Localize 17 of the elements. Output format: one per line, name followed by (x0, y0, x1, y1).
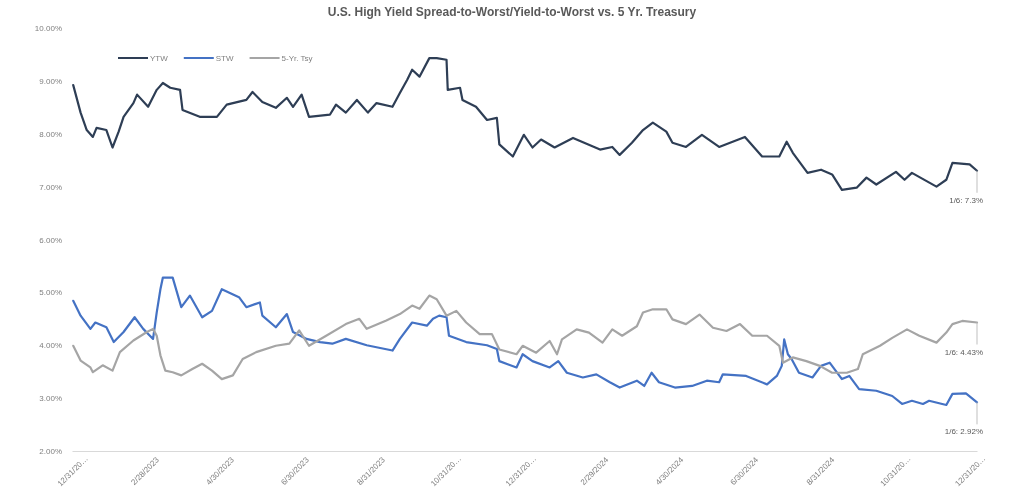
y-tick-label: 7.00% (39, 182, 62, 192)
y-tick-label: 3.00% (39, 394, 62, 404)
annotation: 1/6: 4.43% (944, 347, 983, 357)
legend-label: 5-Yr. Tsy (281, 54, 313, 63)
y-tick-label: 2.00% (39, 447, 62, 457)
chart-title: U.S. High Yield Spread-to-Worst/Yield-to-Worst vs. 5 Yr. Treasury (327, 5, 697, 19)
annotation: 1/6: 7.3% (949, 195, 983, 205)
y-tick-label: 6.00% (39, 235, 62, 245)
y-tick-label: 5.00% (39, 288, 62, 298)
y-tick-label: 10.00% (34, 24, 62, 34)
legend-label: YTW (150, 54, 169, 63)
annotation: 1/6: 2.92% (944, 427, 983, 437)
y-tick-label: 8.00% (39, 129, 62, 139)
line-series (72, 57, 979, 191)
y-tick-label: 9.00% (39, 76, 62, 86)
y-tick-label: 4.00% (39, 341, 62, 351)
legend-label: STW (215, 54, 234, 63)
